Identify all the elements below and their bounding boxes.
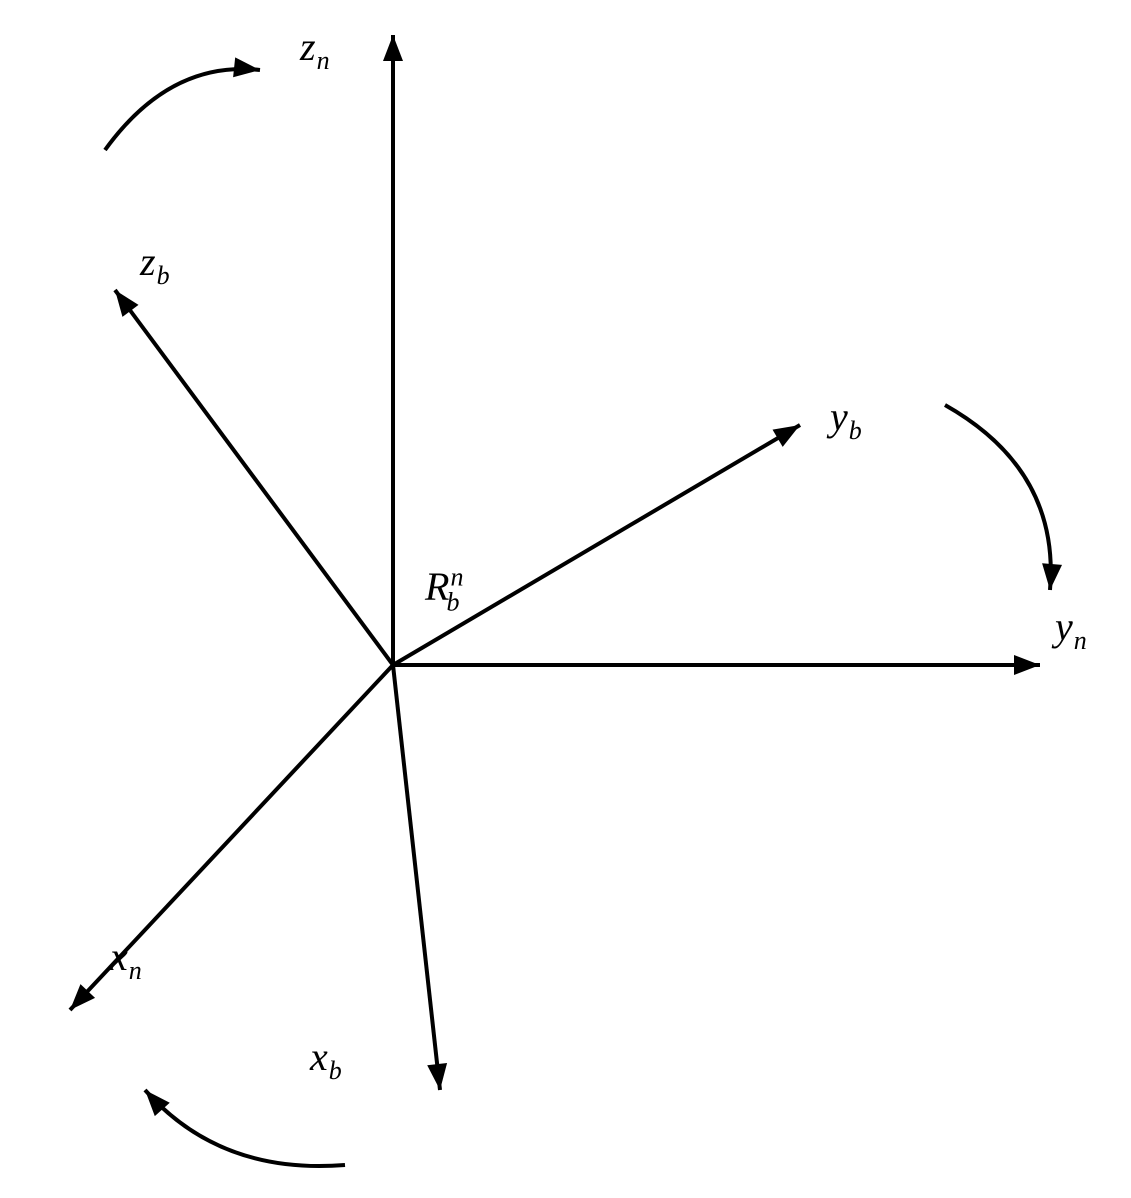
label-yn: yn <box>1051 604 1087 655</box>
label-yb: yb <box>826 394 862 445</box>
axis-zb <box>115 290 393 665</box>
label-rotation-matrix: Rnb <box>424 563 463 617</box>
axis-xb <box>393 665 440 1090</box>
label-zn: zn <box>299 24 330 75</box>
label-xb: xb <box>309 1034 342 1085</box>
axis-yb <box>393 425 800 665</box>
arc-z <box>105 69 260 150</box>
arc-y <box>945 405 1051 590</box>
label-xn: xn <box>109 934 142 985</box>
arc-x <box>145 1090 345 1166</box>
label-zb: zb <box>139 239 170 290</box>
